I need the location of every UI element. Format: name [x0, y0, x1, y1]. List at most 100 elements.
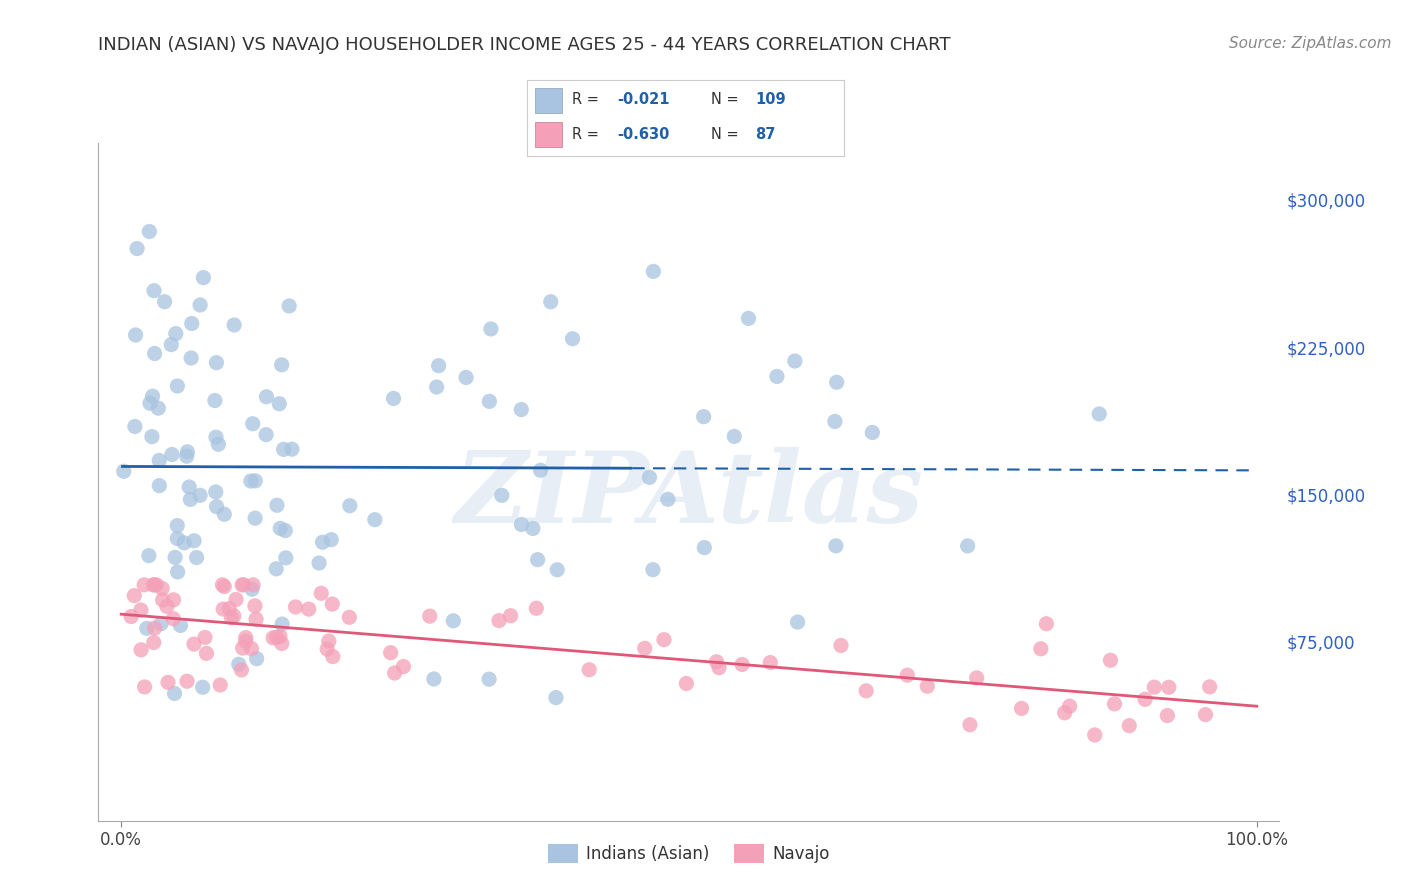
Point [193, 270, 215, 285]
Point [254, 427, 277, 442]
Point [143, 346, 166, 360]
Point [218, 601, 240, 615]
Point [245, 474, 267, 488]
Point [364, 513, 387, 527]
Point [262, 631, 284, 645]
Point [759, 656, 782, 670]
Point [165, 550, 187, 565]
Point [896, 668, 918, 682]
Text: R =: R = [571, 127, 599, 142]
Point [142, 635, 165, 649]
Point [120, 609, 142, 624]
Point [561, 332, 583, 346]
Point [966, 671, 988, 685]
Point [510, 402, 533, 417]
Point [522, 522, 544, 536]
Point [274, 550, 297, 565]
Point [186, 550, 208, 565]
Point [139, 396, 162, 410]
Point [657, 492, 679, 507]
Point [723, 429, 745, 443]
Point [380, 646, 402, 660]
Point [232, 578, 254, 592]
Point [382, 392, 405, 406]
Point [266, 498, 288, 512]
Text: R =: R = [571, 93, 599, 108]
Text: INDIAN (ASIAN) VS NAVAJO HOUSEHOLDER INCOME AGES 25 - 44 YEARS CORRELATION CHART: INDIAN (ASIAN) VS NAVAJO HOUSEHOLDER INC… [98, 36, 950, 54]
Point [254, 390, 277, 404]
Point [478, 672, 501, 686]
Point [544, 690, 567, 705]
Point [274, 524, 297, 538]
Point [207, 437, 229, 451]
Point [830, 639, 852, 653]
FancyBboxPatch shape [536, 88, 562, 112]
Point [235, 631, 257, 645]
Point [228, 657, 250, 672]
Point [231, 663, 253, 677]
Point [273, 442, 295, 457]
Point [1118, 719, 1140, 733]
Point [162, 592, 184, 607]
Point [1084, 728, 1107, 742]
Point [641, 563, 664, 577]
Point [148, 478, 170, 492]
Point [1157, 680, 1180, 694]
Point [165, 326, 187, 341]
Point [211, 578, 233, 592]
Text: $225,000: $225,000 [1286, 340, 1365, 358]
Point [243, 599, 266, 613]
Point [129, 603, 152, 617]
Point [707, 661, 730, 675]
Point [441, 614, 464, 628]
Point [134, 680, 156, 694]
Point [491, 488, 513, 502]
Point [270, 358, 292, 372]
Point [240, 582, 263, 597]
Point [205, 356, 228, 370]
Point [214, 580, 236, 594]
Point [188, 298, 211, 312]
Point [1059, 699, 1081, 714]
Point [209, 678, 232, 692]
Text: $75,000: $75,000 [1286, 635, 1355, 653]
Text: Source: ZipAtlas.com: Source: ZipAtlas.com [1229, 36, 1392, 51]
Point [855, 683, 877, 698]
Point [956, 539, 979, 553]
Point [1088, 407, 1111, 421]
Point [384, 665, 406, 680]
Point [240, 641, 263, 656]
Point [1099, 653, 1122, 667]
Point [221, 611, 243, 625]
Point [824, 414, 846, 428]
Point [737, 311, 759, 326]
Legend: Indians (Asian), Navajo: Indians (Asian), Navajo [541, 838, 837, 870]
Point [638, 470, 661, 484]
Point [125, 242, 148, 256]
Point [205, 430, 228, 444]
Point [179, 492, 201, 507]
Point [205, 500, 228, 514]
Point [524, 601, 547, 615]
Point [246, 651, 269, 665]
Point [269, 521, 291, 535]
Point [526, 552, 548, 566]
Point [783, 354, 806, 368]
Point [1011, 701, 1033, 715]
Point [298, 602, 321, 616]
Point [337, 610, 360, 624]
Text: ZIPAtlas: ZIPAtlas [454, 447, 924, 543]
Text: -0.021: -0.021 [617, 93, 669, 108]
Point [321, 597, 343, 611]
Point [1104, 697, 1126, 711]
Point [112, 464, 135, 478]
Point [766, 369, 789, 384]
Point [499, 608, 522, 623]
Point [176, 445, 198, 459]
Point [318, 634, 340, 648]
Point [269, 397, 291, 411]
Point [243, 511, 266, 525]
Point [138, 549, 160, 563]
Point [157, 675, 180, 690]
Point [148, 401, 170, 416]
